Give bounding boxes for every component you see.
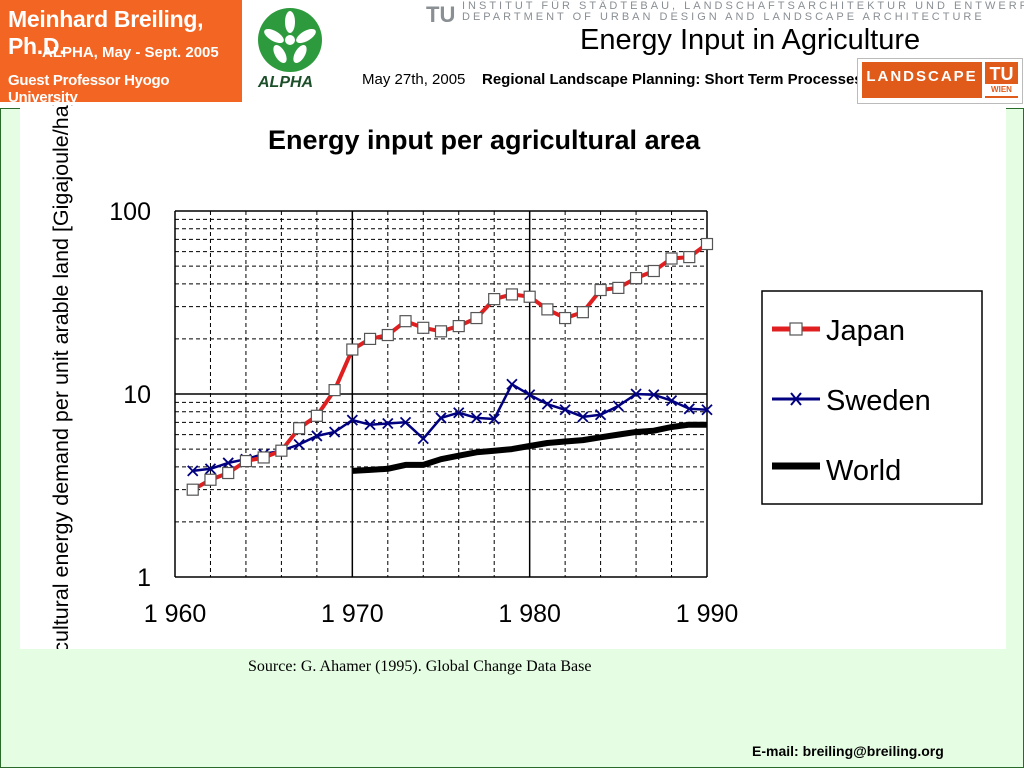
landscape-tu-wien-logo: LANDSCAPE TU WIEN [857, 58, 1023, 104]
japan-point [541, 303, 554, 316]
y-tick-label: 10 [123, 381, 151, 409]
sweden-point [594, 409, 607, 421]
sweden-point [417, 433, 429, 445]
sweden-point [612, 400, 624, 412]
institute-header: TU INSTITUT FÜR STÄDTEBAU, LANDSCHAFTSAR… [426, 0, 1024, 27]
japan-point [293, 422, 306, 435]
sweden-point [453, 407, 465, 419]
course-title: Regional Landscape Planning: Short Term … [482, 71, 863, 88]
japan-point [310, 409, 323, 422]
japan-point [452, 319, 465, 333]
legend-sweden-label: Sweden [826, 385, 931, 417]
japan-point [239, 454, 253, 468]
sweden-point [328, 426, 341, 438]
japan-point [629, 271, 643, 285]
institute-name-de: INSTITUT FÜR STÄDTEBAU, LANDSCHAFTSARCHI… [462, 0, 1024, 12]
chart-grid [174, 210, 708, 578]
japan-point [417, 321, 430, 334]
japan-point [576, 306, 589, 319]
sweden-point [701, 404, 713, 416]
japan-point [222, 466, 235, 480]
chart-panel: Energy input per agricultural area agric… [20, 99, 1006, 689]
sweden-point [293, 438, 305, 451]
japan-point [523, 290, 536, 303]
japan-point [399, 315, 412, 328]
y-tick-labels: 1 10 100 [109, 198, 151, 592]
sweden-point [524, 389, 536, 401]
legend-japan-label: Japan [826, 315, 905, 347]
legend-sweden-marker [790, 392, 802, 406]
japan-point [363, 332, 377, 346]
tu-mark-icon: TU [426, 2, 456, 27]
sweden-point [204, 463, 217, 475]
sweden-point [683, 403, 695, 415]
japan-point [559, 311, 572, 325]
japan-point [346, 343, 359, 356]
japan-point [328, 384, 341, 397]
japan-point [275, 444, 288, 457]
badge-position: Guest Professor Hyogo University [8, 72, 170, 106]
sweden-point [577, 411, 589, 423]
sweden-point [648, 389, 660, 401]
badge-author: Meinhard Breiling, Ph.D. [8, 6, 204, 59]
sweden-point [382, 417, 394, 430]
institute-name-en: DEPARTMENT OF URBAN DESIGN AND LANDSCAPE… [462, 11, 985, 23]
legend-world-label: World [826, 455, 901, 487]
series-layer [186, 237, 714, 496]
landscape-logo-text: LANDSCAPE [862, 62, 982, 98]
sweden-point [222, 457, 234, 469]
legend-japan-marker [789, 322, 803, 336]
sweden-point [311, 430, 323, 442]
sweden-point [665, 394, 678, 407]
x-tick-labels: 1 960 1 970 1 980 1 990 [144, 600, 739, 628]
japan-point [594, 283, 607, 297]
sweden-point [435, 412, 447, 424]
slide-title: Energy Input in Agriculture [580, 24, 921, 56]
x-tick-label: 1 960 [144, 600, 207, 628]
japan-point [665, 252, 678, 265]
japan-point [612, 281, 625, 294]
source-citation: Source: G. Ahamer (1995). Global Change … [248, 658, 592, 675]
energy-chart: Energy input per agricultural area agric… [49, 99, 983, 689]
sweden-point [541, 398, 554, 410]
japan-point [647, 264, 660, 278]
x-tick-label: 1 970 [321, 600, 384, 628]
sweden-point [364, 419, 376, 431]
world-line [352, 421, 707, 474]
sweden-point [187, 465, 199, 477]
alpha-logo-text: ALPHA [258, 74, 314, 91]
japan-point [683, 250, 696, 264]
sweden-point [488, 413, 500, 425]
x-tick-label: 1 990 [676, 600, 739, 628]
email-contact[interactable]: E-mail: breiling@breiling.org [752, 743, 944, 759]
japan-point [434, 325, 448, 338]
japan-point [505, 288, 519, 301]
japan-point [381, 328, 394, 342]
author-badge: Meinhard Breiling, Ph.D. ALPHA, May - Se… [0, 0, 242, 106]
sweden-point [346, 414, 358, 426]
y-tick-label: 100 [109, 198, 151, 226]
badge-program: ALPHA, May - Sept. 2005 [42, 44, 219, 61]
sweden-point [399, 416, 412, 428]
legend: Japan Sweden World [761, 290, 983, 505]
japan-point [470, 311, 483, 325]
sweden-point [506, 378, 518, 390]
sweden-point [470, 412, 483, 424]
tu-logo-text: TU [989, 64, 1014, 84]
y-axis-label: agricultural energy demand per unit arab… [49, 105, 73, 649]
japan-point [186, 483, 199, 496]
chart-title: Energy input per agricultural area [268, 125, 701, 155]
slide-date: May 27th, 2005 [362, 71, 466, 88]
tu-logo-sub: WIEN [985, 84, 1018, 96]
alpha-leaf-logo-icon [258, 8, 322, 72]
japan-point [488, 293, 501, 306]
x-tick-label: 1 980 [498, 600, 561, 628]
japan-point [257, 451, 270, 464]
sweden-point [559, 404, 571, 416]
tu-wien-logo-icon: TU WIEN [985, 62, 1018, 98]
japan-point [700, 237, 714, 251]
sweden-point [630, 388, 642, 400]
japan-point [204, 473, 217, 486]
y-tick-label: 1 [137, 564, 151, 592]
